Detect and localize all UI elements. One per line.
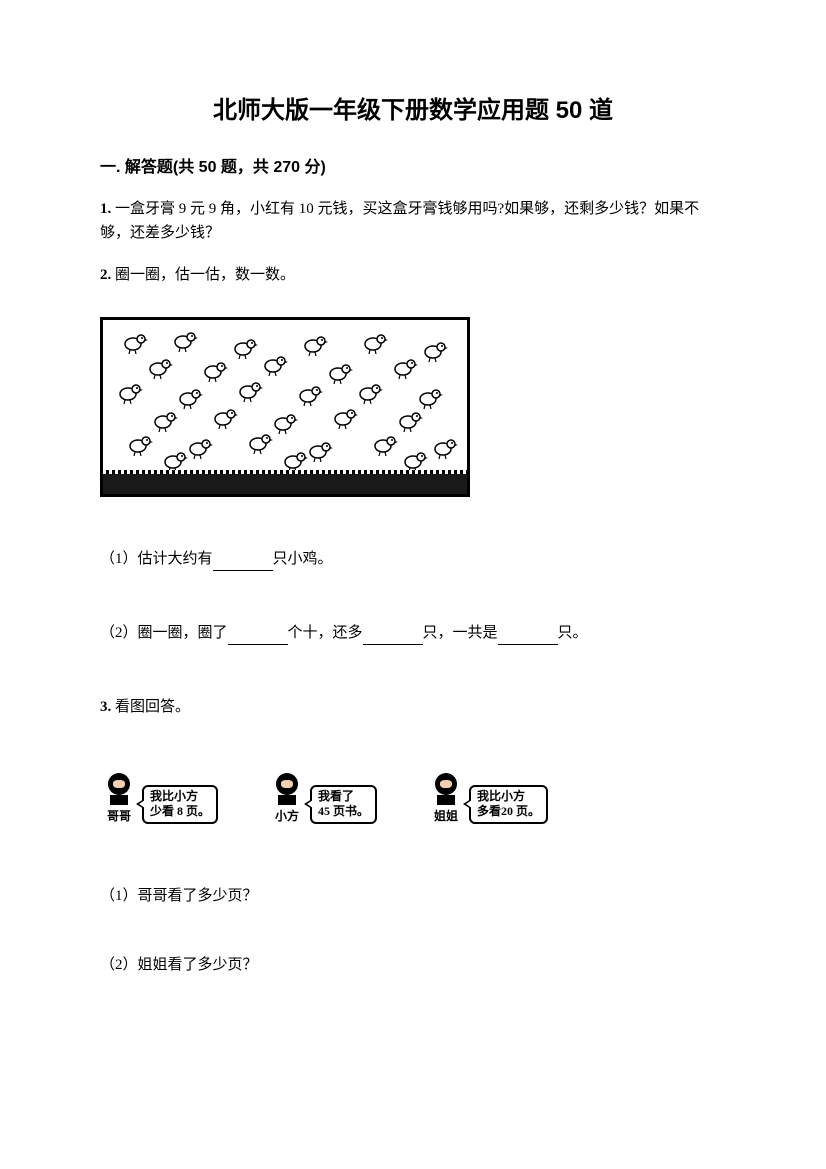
chicken-icon [213, 405, 241, 433]
sister-figure: 姐姐 [427, 759, 465, 824]
chicken-icon [173, 328, 201, 356]
question-3-num: 3. [100, 699, 111, 715]
sister-speech-line2: 多看20 页。 [477, 804, 540, 820]
body-icon [110, 795, 128, 805]
q2-sub2-suffix: 只。 [558, 625, 588, 641]
question-3-sub2: （2）姐姐看了多少页？ [100, 953, 726, 977]
brother-figure: 哥哥 [100, 759, 138, 824]
chicken-icon [123, 330, 151, 358]
xiaofang-label: 小方 [268, 807, 306, 824]
body-icon [278, 795, 296, 805]
chicken-icon [178, 385, 206, 413]
question-2-sub1: （1）估计大约有 只小鸡。 [100, 547, 726, 571]
brother-drawing [100, 759, 138, 805]
sister-label: 姐姐 [427, 807, 465, 824]
chicken-icon [118, 380, 146, 408]
chicken-icon [398, 408, 426, 436]
q2-sub2-prefix: （2）圈一圈，圈了 [100, 625, 228, 641]
question-1-num: 1. [100, 201, 111, 217]
character-xiaofang: 小方 我看了 45 页书。 [268, 759, 377, 824]
question-2-num: 2. [100, 267, 111, 283]
blank-field[interactable] [228, 627, 288, 645]
section-header: 一. 解答题(共 50 题，共 270 分) [100, 153, 726, 177]
chicken-icon [328, 360, 356, 388]
chicken-icon [233, 335, 261, 363]
q2-sub2-mid2: 只，一共是 [423, 625, 498, 641]
chicken-icon [273, 410, 301, 438]
sister-speech: 我比小方 多看20 页。 [469, 785, 548, 824]
q2-sub1-suffix: 只小鸡。 [273, 551, 333, 567]
brother-speech-line1: 我比小方 [150, 789, 210, 805]
brother-speech-line2: 少看 8 页。 [150, 804, 210, 820]
head-icon [435, 773, 457, 795]
xiaofang-speech: 我看了 45 页书。 [310, 785, 377, 824]
chicken-icon [393, 355, 421, 383]
chicken-icon [153, 408, 181, 436]
chicken-area [103, 320, 467, 475]
chicken-icon [238, 378, 266, 406]
chicken-image-box [100, 317, 470, 497]
question-2-text: 圈一圈，估一估，数一数。 [115, 267, 295, 283]
q2-sub1-prefix: （1）估计大约有 [100, 551, 213, 567]
question-1-text: 一盒牙膏 9 元 9 角，小红有 10 元钱，买这盒牙膏钱够用吗?如果够，还剩多… [100, 201, 699, 241]
chicken-icon [308, 438, 336, 466]
characters-row: 哥哥 我比小方 少看 8 页。 小方 我看了 45 页书。 姐姐 [100, 759, 726, 824]
chicken-icon [373, 432, 401, 460]
blank-field[interactable] [213, 553, 273, 571]
question-2: 2. 圈一圈，估一估，数一数。 [100, 263, 726, 287]
section-label: 一. 解答题 [100, 159, 173, 176]
chicken-icon [188, 435, 216, 463]
chicken-icon [333, 405, 361, 433]
chicken-icon [203, 358, 231, 386]
q2-sub2-mid1: 个十，还多 [288, 625, 363, 641]
xiaofang-speech-line2: 45 页书。 [318, 804, 369, 820]
section-meta: (共 50 题，共 270 分) [173, 159, 326, 176]
chicken-icon [358, 380, 386, 408]
chicken-icon [248, 430, 276, 458]
head-icon [108, 773, 130, 795]
blank-field[interactable] [363, 627, 423, 645]
chicken-icon [128, 432, 156, 460]
ground [103, 474, 467, 494]
character-sister: 姐姐 我比小方 多看20 页。 [427, 759, 548, 824]
brother-speech: 我比小方 少看 8 页。 [142, 785, 218, 824]
character-brother: 哥哥 我比小方 少看 8 页。 [100, 759, 218, 824]
question-2-sub2: （2）圈一圈，圈了 个十，还多 只，一共是 只。 [100, 621, 726, 645]
xiaofang-speech-line1: 我看了 [318, 789, 369, 805]
blank-field[interactable] [498, 627, 558, 645]
chicken-icon [433, 435, 461, 463]
question-3: 3. 看图回答。 [100, 695, 726, 719]
sister-drawing [427, 759, 465, 805]
question-3-text: 看图回答。 [115, 699, 190, 715]
chicken-icon [303, 332, 331, 360]
chicken-icon [298, 382, 326, 410]
xiaofang-figure: 小方 [268, 759, 306, 824]
question-3-sub1: （1）哥哥看了多少页？ [100, 884, 726, 908]
sister-speech-line1: 我比小方 [477, 789, 540, 805]
chicken-icon [263, 352, 291, 380]
brother-label: 哥哥 [100, 807, 138, 824]
chicken-icon [423, 338, 451, 366]
head-icon [276, 773, 298, 795]
page-title: 北师大版一年级下册数学应用题 50 道 [100, 90, 726, 125]
question-1: 1. 一盒牙膏 9 元 9 角，小红有 10 元钱，买这盒牙膏钱够用吗?如果够，… [100, 197, 726, 245]
chicken-icon [363, 330, 391, 358]
xiaofang-drawing [268, 759, 306, 805]
chicken-icon [148, 355, 176, 383]
body-icon [437, 795, 455, 805]
